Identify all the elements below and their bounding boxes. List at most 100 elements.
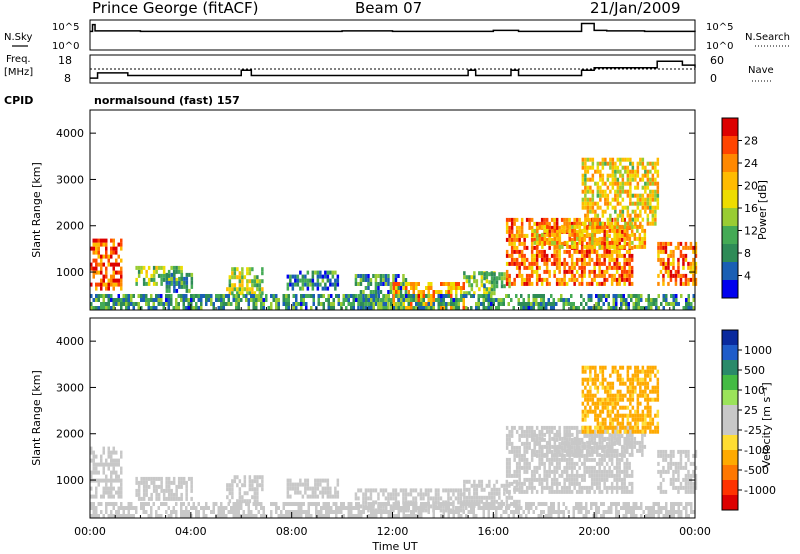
heatmap-cell <box>684 253 688 258</box>
heatmap-cell <box>515 233 519 238</box>
heatmap-cell <box>573 277 576 282</box>
heatmap-cell <box>110 462 113 467</box>
heatmap-cell <box>112 282 115 287</box>
heatmap-cell <box>282 302 285 306</box>
heatmap-cell <box>354 492 358 497</box>
heatmap-cell <box>538 432 542 437</box>
heatmap-cell <box>651 221 655 226</box>
heatmap-cell <box>135 492 138 497</box>
heatmap-cell <box>555 261 559 266</box>
heatmap-cell <box>505 281 509 286</box>
heatmap-cell <box>127 514 130 518</box>
heatmap-cell <box>427 492 430 497</box>
heatmap-cell <box>572 302 575 306</box>
heatmap-cell <box>540 294 543 298</box>
heatmap-cell <box>588 240 592 245</box>
heatmap-cell <box>628 244 632 249</box>
heatmap-cell <box>530 257 534 262</box>
heatmap-cell <box>530 306 533 310</box>
heatmap-cell <box>97 282 100 287</box>
heatmap-cell <box>647 514 650 518</box>
heatmap-cell <box>654 425 657 430</box>
heatmap-cell <box>553 437 556 442</box>
heatmap-cell <box>520 221 524 226</box>
heatmap-cell <box>397 274 400 278</box>
heatmap-cell <box>372 290 375 294</box>
heatmap-cell <box>117 278 120 283</box>
heatmap-cell <box>638 232 642 237</box>
heatmap-cell <box>649 161 652 166</box>
heatmap-cell <box>672 453 675 458</box>
heatmap-cell <box>477 302 480 306</box>
heatmap-cell <box>674 245 678 250</box>
heatmap-cell <box>601 373 605 378</box>
heatmap-cell <box>397 506 400 510</box>
heatmap-cell <box>319 282 322 287</box>
heatmap-cell <box>572 510 575 514</box>
heatmap-cell <box>634 193 637 198</box>
heatmap-cell <box>631 161 635 166</box>
heatmap-cell <box>110 238 113 243</box>
heatmap-cell <box>614 177 617 182</box>
heatmap-cell <box>395 286 398 290</box>
heatmap-cell <box>326 494 330 499</box>
heatmap-cell <box>236 287 239 292</box>
heatmap-cell <box>578 457 581 462</box>
heatmap-cell <box>619 425 622 430</box>
heatmap-cell <box>314 490 317 495</box>
heatmap-cell <box>315 510 318 514</box>
heatmap-cell <box>626 369 630 374</box>
heatmap-cell <box>636 369 640 374</box>
heatmap-cell <box>185 510 188 514</box>
heatmap-cell <box>520 229 524 234</box>
heatmap-cell <box>424 504 428 509</box>
heatmap-cell <box>473 279 476 284</box>
heatmap-cell <box>262 514 265 518</box>
heatmap-cell <box>360 514 363 518</box>
heatmap-cell <box>609 181 612 186</box>
heatmap-cell <box>233 271 237 276</box>
heatmap-cell <box>527 306 530 310</box>
heatmap-cell <box>581 369 585 374</box>
heatmap-cell <box>679 241 683 246</box>
heatmap-cell <box>290 502 293 506</box>
heatmap-cell <box>545 425 549 430</box>
heatmap-cell <box>246 499 249 504</box>
heatmap-cell <box>618 281 621 286</box>
heatmap-cell <box>261 271 264 276</box>
heatmap-cell <box>289 282 292 287</box>
heatmap-cell <box>105 282 108 287</box>
heatmap-cell <box>669 457 673 462</box>
heatmap-cell <box>571 232 574 237</box>
heatmap-cell <box>535 477 539 482</box>
heatmap-cell <box>112 470 115 475</box>
heatmap-cell <box>638 440 642 445</box>
heatmap-cell <box>407 298 410 302</box>
heatmap-cell <box>331 282 335 287</box>
heatmap-cell <box>609 409 612 414</box>
heatmap-cell <box>490 499 494 504</box>
heatmap-cell <box>672 253 675 258</box>
heatmap-cell <box>595 461 599 466</box>
heatmap-cell <box>611 397 615 402</box>
heatmap-cell <box>598 461 601 466</box>
heatmap-cell <box>684 453 688 458</box>
heatmap-cell <box>631 240 634 245</box>
heatmap-cell <box>354 282 358 286</box>
heatmap-cell <box>442 282 445 286</box>
heatmap-cell <box>540 298 543 302</box>
heatmap-cell <box>656 429 660 434</box>
heatmap-cell <box>553 221 556 226</box>
heatmap-cell <box>636 409 640 414</box>
heatmap-cell <box>455 286 458 290</box>
heatmap-cell <box>475 502 478 506</box>
heatmap-cell <box>684 245 688 250</box>
heatmap-cell <box>357 496 360 501</box>
heatmap-cell <box>455 302 458 306</box>
heatmap-cell <box>563 273 566 278</box>
heatmap-cell <box>327 298 330 302</box>
heatmap-cell <box>613 429 616 434</box>
heatmap-cell <box>600 298 603 302</box>
heatmap-cell <box>551 232 554 237</box>
